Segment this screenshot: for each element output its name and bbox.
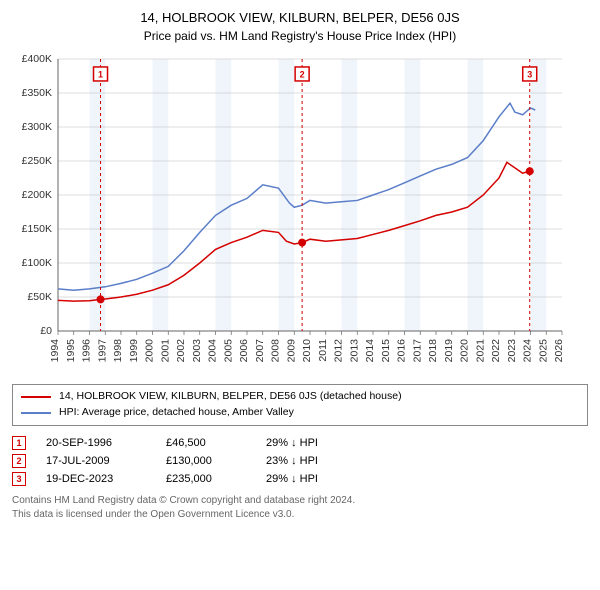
svg-text:2005: 2005 [222,339,234,363]
svg-text:£250K: £250K [22,155,52,167]
sale-diff: 29% ↓ HPI [266,473,346,485]
sales-row: 1 20-SEP-1996 £46,500 29% ↓ HPI [12,434,588,452]
svg-text:2017: 2017 [411,339,423,363]
svg-text:2015: 2015 [380,339,392,363]
legend-row-property: 14, HOLBROOK VIEW, KILBURN, BELPER, DE56… [21,389,579,405]
sale-date: 17-JUL-2009 [46,455,146,467]
sale-diff: 23% ↓ HPI [266,455,346,467]
price-chart: £0 £50K £100K £150K £200K £250K £300K £350K £400… [12,51,572,371]
attribution: Contains HM Land Registry data © Crown c… [12,494,588,522]
svg-text:1: 1 [98,69,103,79]
svg-text:2018: 2018 [427,339,439,363]
svg-text:1997: 1997 [96,339,108,363]
svg-text:2010: 2010 [301,339,313,363]
svg-text:2016: 2016 [396,339,408,363]
svg-text:2023: 2023 [506,339,518,363]
sales-table: 1 20-SEP-1996 £46,500 29% ↓ HPI 2 17-JUL… [12,434,588,488]
svg-text:2012: 2012 [333,339,345,363]
svg-text:1998: 1998 [112,339,124,363]
attribution-line2: This data is licensed under the Open Gov… [12,508,588,522]
sale-price: £235,000 [166,473,246,485]
svg-text:3: 3 [527,69,532,79]
svg-text:2013: 2013 [348,339,360,363]
svg-text:£300K: £300K [22,121,52,133]
legend-label-hpi: HPI: Average price, detached house, Ambe… [59,405,294,421]
svg-text:£50K: £50K [27,291,52,303]
legend-line-property [21,396,51,398]
chart-area: £0 £50K £100K £150K £200K £250K £300K £350K £400… [12,51,588,376]
sale-marker: 3 [12,472,26,486]
svg-text:2020: 2020 [459,339,471,363]
svg-text:2008: 2008 [270,339,282,363]
sale-date: 19-DEC-2023 [46,473,146,485]
legend-label-property: 14, HOLBROOK VIEW, KILBURN, BELPER, DE56… [59,389,402,405]
svg-text:2: 2 [300,69,305,79]
sales-row: 2 17-JUL-2009 £130,000 23% ↓ HPI [12,452,588,470]
svg-text:£150K: £150K [22,223,52,235]
svg-text:2009: 2009 [285,339,297,363]
svg-text:£0: £0 [40,325,52,337]
sales-row: 3 19-DEC-2023 £235,000 29% ↓ HPI [12,470,588,488]
sale-date: 20-SEP-1996 [46,437,146,449]
svg-text:2025: 2025 [537,339,549,363]
svg-text:1996: 1996 [81,339,93,363]
svg-text:2026: 2026 [553,339,565,363]
svg-text:2001: 2001 [159,339,171,363]
legend-row-hpi: HPI: Average price, detached house, Ambe… [21,405,579,421]
svg-text:£400K: £400K [22,53,52,65]
sale-price: £46,500 [166,437,246,449]
svg-text:£350K: £350K [22,87,52,99]
svg-text:2000: 2000 [144,339,156,363]
svg-text:1995: 1995 [65,339,77,363]
legend-line-hpi [21,412,51,414]
svg-text:2007: 2007 [254,339,266,363]
svg-text:£100K: £100K [22,257,52,269]
svg-text:2004: 2004 [207,339,219,363]
svg-text:2019: 2019 [443,339,455,363]
svg-text:2022: 2022 [490,339,502,363]
sale-marker: 2 [12,454,26,468]
sale-diff: 29% ↓ HPI [266,437,346,449]
svg-text:£200K: £200K [22,189,52,201]
svg-text:2024: 2024 [522,339,534,363]
sale-marker: 1 [12,436,26,450]
svg-text:2002: 2002 [175,339,187,363]
svg-text:2003: 2003 [191,339,203,363]
svg-text:2014: 2014 [364,339,376,363]
attribution-line1: Contains HM Land Registry data © Crown c… [12,494,588,508]
chart-title: 14, HOLBROOK VIEW, KILBURN, BELPER, DE56… [12,10,588,25]
legend: 14, HOLBROOK VIEW, KILBURN, BELPER, DE56… [12,384,588,426]
svg-text:2006: 2006 [238,339,250,363]
svg-text:2011: 2011 [317,339,329,362]
svg-text:1999: 1999 [128,339,140,363]
svg-text:2021: 2021 [474,339,486,363]
sale-price: £130,000 [166,455,246,467]
svg-text:1994: 1994 [49,339,61,363]
chart-subtitle: Price paid vs. HM Land Registry's House … [12,29,588,43]
